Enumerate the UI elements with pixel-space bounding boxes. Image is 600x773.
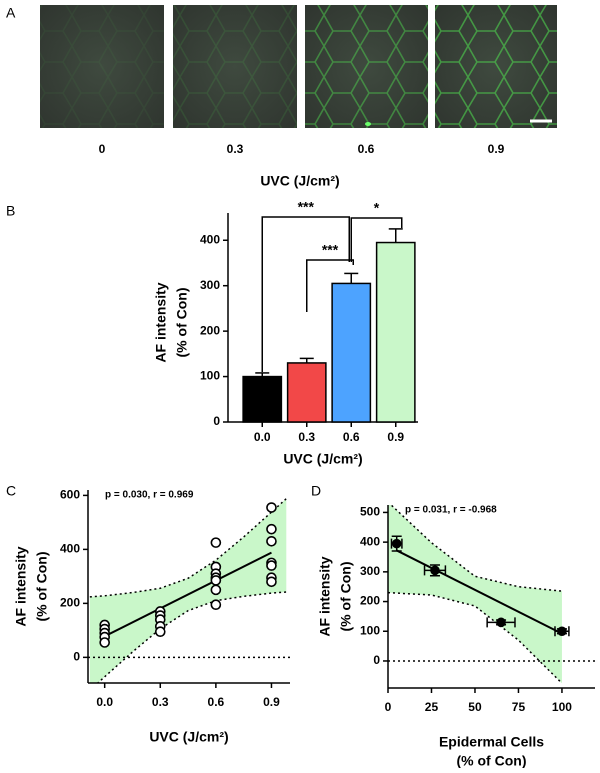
y-tick-label: 600 [60, 488, 80, 502]
x-tick-label: 0.0 [96, 695, 113, 709]
y-tick-label: 400 [360, 534, 380, 548]
data-point [99, 637, 110, 648]
image-label: 0.9 [488, 142, 505, 156]
y-axis-label: AF intensity [13, 546, 29, 626]
x-tick-label: 75 [512, 700, 526, 714]
data-point [496, 617, 506, 628]
significance-bracket [350, 217, 403, 262]
x-tick-label: 100 [552, 700, 572, 714]
data-point [266, 576, 277, 588]
x-tick-label: 0.9 [263, 695, 280, 709]
data-point [266, 560, 277, 571]
data-point [391, 538, 402, 549]
data-point [154, 626, 166, 638]
x-tick-label: 0.3 [152, 695, 169, 709]
y-tick-label: 200 [60, 596, 80, 610]
y-axis-label: (% of Con) [338, 562, 354, 632]
y-tick-label: 400 [60, 542, 80, 556]
data-point [557, 626, 567, 637]
bar [331, 282, 372, 423]
stat-annotation: p = 0.030, r = 0.969 [105, 490, 194, 501]
y-tick-label: 0 [213, 414, 220, 428]
bar [286, 362, 327, 423]
y-tick-label: 0 [373, 653, 380, 667]
x-tick-label: 0.0 [254, 430, 271, 444]
x-tick-label: 0.6 [208, 695, 225, 709]
data-point [430, 565, 440, 576]
significance-label: *** [322, 242, 339, 258]
data-point [210, 584, 222, 596]
x-axis-label: (% of Con) [457, 753, 527, 768]
y-tick-label: 500 [360, 505, 380, 519]
confidence-limit [89, 498, 287, 598]
data-point [210, 575, 222, 586]
significance-label: *** [298, 199, 315, 215]
y-tick-label: 100 [200, 369, 220, 383]
y-axis-label: (% of Con) [174, 288, 190, 358]
image-label: 0.6 [358, 142, 375, 156]
bar [375, 241, 416, 423]
x-tick-label: 0 [385, 700, 392, 714]
panel-label: D [311, 483, 321, 499]
regression-line [396, 549, 563, 635]
y-axis-label: AF intensity [153, 282, 169, 362]
x-axis-label: Epidermal Cells [439, 734, 544, 750]
stat-annotation: p = 0.031, r = -0.968 [405, 505, 497, 516]
x-axis-label: UVC (J/cm²) [149, 729, 228, 745]
confidence-band [388, 505, 562, 684]
micrograph [435, 5, 557, 128]
bar [242, 375, 283, 423]
x-tick-label: 50 [468, 700, 482, 714]
data-point [266, 535, 277, 547]
x-tick-label: 0.6 [343, 430, 360, 444]
micrograph [40, 5, 164, 128]
data-point [210, 599, 222, 611]
x-tick-label: 0.9 [387, 430, 404, 444]
image-label: 0.3 [227, 142, 244, 156]
micrograph [173, 5, 297, 128]
panel-label: B [6, 203, 15, 219]
image-label: 0 [99, 142, 106, 156]
y-tick-label: 300 [360, 564, 380, 578]
y-tick-label: 200 [200, 323, 220, 337]
x-tick-label: 0.3 [298, 430, 315, 444]
significance-bracket [306, 259, 354, 312]
y-tick-label: 100 [360, 623, 380, 637]
regression-line [104, 551, 272, 638]
data-point [266, 523, 277, 535]
y-axis-label: AF intensity [317, 556, 333, 636]
confidence-limit [96, 591, 287, 683]
data-point [266, 502, 277, 513]
y-axis-label: (% of Con) [34, 552, 50, 622]
y-tick-label: 200 [360, 594, 380, 608]
confidence-band [89, 498, 287, 683]
y-tick-label: 0 [73, 650, 80, 664]
significance-bracket [261, 216, 350, 372]
image-axis-label: UVC (J/cm²) [260, 173, 339, 189]
y-tick-label: 300 [200, 278, 220, 292]
panel-label: A [6, 5, 16, 21]
data-point [210, 537, 222, 548]
significance-label: * [374, 200, 380, 216]
y-tick-label: 400 [200, 232, 220, 246]
x-axis-label: UVC (J/cm²) [283, 451, 362, 467]
panel-label: C [6, 483, 16, 499]
x-tick-label: 25 [425, 700, 439, 714]
micrograph [305, 5, 428, 128]
